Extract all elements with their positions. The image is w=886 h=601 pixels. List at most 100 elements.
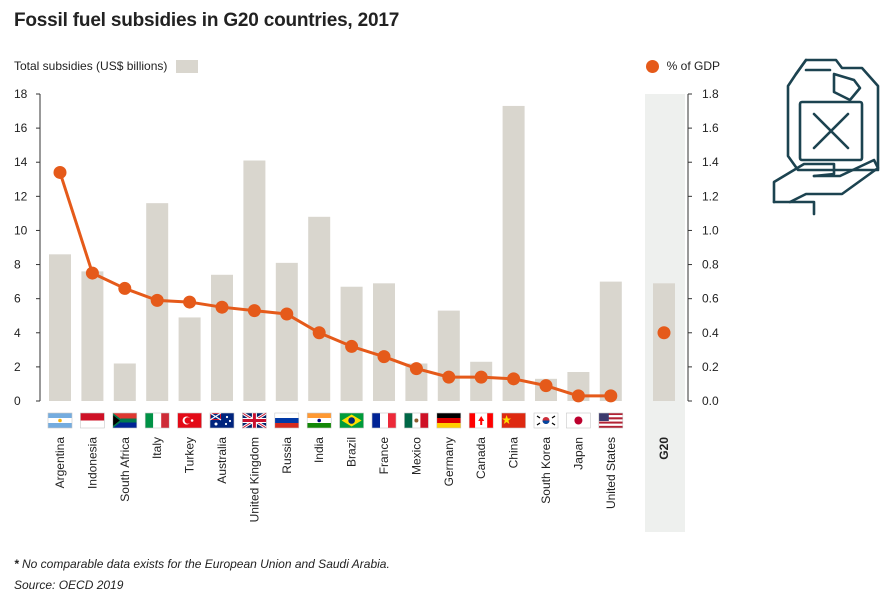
usa-flag xyxy=(598,412,624,429)
gdp-point-g20 xyxy=(657,326,671,340)
bar-south-africa xyxy=(113,363,136,401)
x-label-united-kingdom: United Kingdom xyxy=(247,437,261,522)
mexico-flag xyxy=(404,412,429,429)
legend-line-marker xyxy=(645,59,659,73)
gdp-point-united-kingdom xyxy=(247,304,261,318)
y-right-tick-label: 0.2 xyxy=(702,360,719,374)
jerrycan-in-hand-icon xyxy=(772,58,880,216)
bar-germany xyxy=(437,310,460,401)
bar-india xyxy=(308,216,331,401)
x-label-germany: Germany xyxy=(442,437,456,486)
source-note: Source: OECD 2019 xyxy=(14,578,124,592)
gdp-point-india xyxy=(312,326,326,340)
x-label-india: India xyxy=(312,437,326,463)
y-left-tick-label: 8 xyxy=(14,258,21,272)
gdp-point-france xyxy=(377,350,391,364)
y-left-tick-label: 4 xyxy=(14,326,21,340)
x-label-g20: G20 xyxy=(657,437,671,460)
footnote-text: No comparable data exists for the Europe… xyxy=(18,557,390,571)
gdp-point-italy xyxy=(150,293,164,307)
china-flag xyxy=(501,412,526,429)
x-label-united-states: United States xyxy=(604,437,618,509)
x-label-mexico: Mexico xyxy=(409,437,423,475)
y-right-tick-label: 0.8 xyxy=(702,258,719,272)
gdp-point-japan xyxy=(571,389,585,403)
bar-argentina xyxy=(49,254,71,401)
x-label-indonesia: Indonesia xyxy=(85,437,99,489)
gdp-point-mexico xyxy=(409,362,423,376)
y-left-tick-label: 6 xyxy=(14,292,21,306)
gdp-point-united-states xyxy=(604,389,618,403)
x-label-japan: Japan xyxy=(571,437,585,470)
y-left-tick-label: 0 xyxy=(14,394,21,408)
bar-mexico xyxy=(405,363,428,401)
legend-line: % of GDP xyxy=(645,59,720,73)
bar-france xyxy=(373,283,395,401)
x-label-australia: Australia xyxy=(215,437,229,484)
canada-flag xyxy=(468,412,494,429)
y-right-tick-label: 0.4 xyxy=(702,326,719,340)
bar-g20 xyxy=(653,283,675,401)
india-flag xyxy=(306,412,332,429)
x-label-france: France xyxy=(377,437,391,475)
gdp-point-south-africa xyxy=(118,281,132,295)
y-left-tick-label: 14 xyxy=(14,155,28,169)
x-label-argentina: Argentina xyxy=(53,437,67,489)
australia-flag xyxy=(209,412,235,429)
germany-flag xyxy=(436,412,462,429)
y-right-tick-label: 1.8 xyxy=(702,87,719,101)
x-label-brazil: Brazil xyxy=(345,437,359,467)
x-label-south-korea: South Korea xyxy=(539,437,553,504)
y-left-tick-label: 2 xyxy=(14,360,21,374)
bar-united-states xyxy=(599,281,622,401)
legend-bars-swatch xyxy=(176,59,199,73)
south-africa-flag xyxy=(112,412,138,429)
bar-china xyxy=(502,105,525,401)
bar-united-kingdom xyxy=(243,160,266,401)
uk-flag xyxy=(241,411,268,430)
japan-flag xyxy=(566,412,591,429)
chart-title: Fossil fuel subsidies in G20 countries, … xyxy=(14,10,400,31)
argentina-flag xyxy=(47,412,73,429)
x-label-china: China xyxy=(507,437,521,469)
italy-flag xyxy=(144,412,170,429)
gdp-point-russia xyxy=(280,307,294,321)
y-right-tick-label: 1.4 xyxy=(702,155,719,169)
footnote-asterisk: * xyxy=(14,557,19,571)
footnote: * No comparable data exists for the Euro… xyxy=(14,557,390,571)
gdp-point-argentina xyxy=(53,165,67,179)
x-label-canada: Canada xyxy=(474,437,488,479)
turkey-flag xyxy=(177,412,202,429)
gdp-share-line xyxy=(58,171,611,398)
gdp-point-australia xyxy=(215,300,229,314)
x-label-turkey: Turkey xyxy=(183,437,197,473)
brazil-flag xyxy=(339,412,364,429)
y-right-tick-label: 1.0 xyxy=(702,223,719,237)
y-right-tick-label: 0.6 xyxy=(702,292,719,306)
legend-bars: Total subsidies (US$ billions) xyxy=(14,59,199,73)
y-left-tick-label: 18 xyxy=(14,87,28,101)
legend-bars-label: Total subsidies (US$ billions) xyxy=(14,59,168,73)
gdp-point-south-korea xyxy=(539,379,553,393)
gdp-point-canada xyxy=(474,370,488,384)
y-left-tick-label: 10 xyxy=(14,223,28,237)
y-right-tick-label: 1.6 xyxy=(702,121,719,135)
gdp-point-germany xyxy=(442,370,456,384)
y-left-tick-label: 16 xyxy=(14,121,28,135)
x-label-italy: Italy xyxy=(150,437,164,459)
y-right-tick-label: 1.2 xyxy=(702,189,719,203)
x-label-russia: Russia xyxy=(280,437,294,474)
x-label-south-africa: South Africa xyxy=(118,437,132,502)
y-left-tick-label: 12 xyxy=(14,189,28,203)
legend-line-label: % of GDP xyxy=(666,59,720,73)
bar-indonesia xyxy=(81,271,104,401)
bar-australia xyxy=(211,274,233,401)
y-right-tick-label: 0.0 xyxy=(702,394,719,408)
gdp-point-turkey xyxy=(183,295,197,309)
gdp-point-brazil xyxy=(345,339,359,353)
gdp-point-indonesia xyxy=(85,266,99,280)
south-korea-flag xyxy=(533,412,559,429)
france-flag xyxy=(371,412,397,429)
indonesia-flag xyxy=(80,412,105,429)
